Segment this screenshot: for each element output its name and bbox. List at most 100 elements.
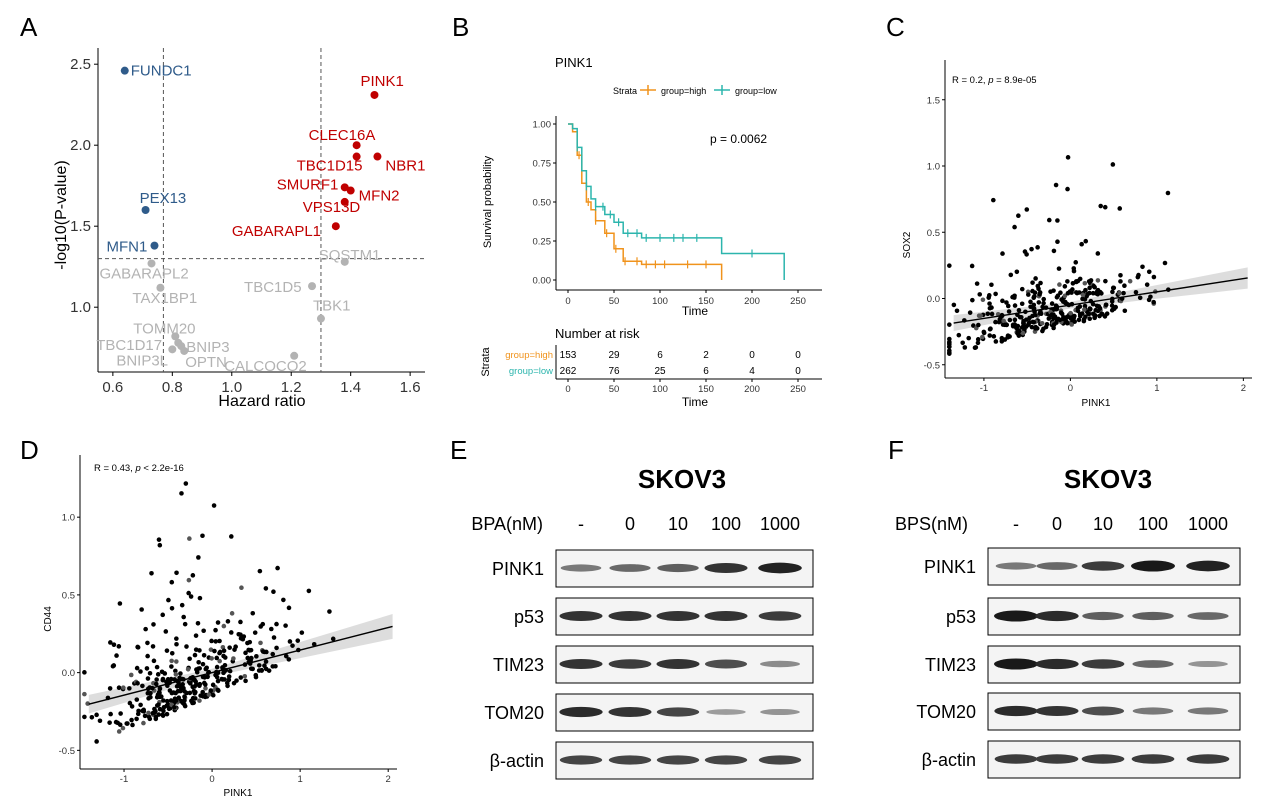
scatter-point: [129, 717, 134, 723]
points: FUNDC1 PEX13 MFN1 PINK1 CLEC16A TBC1D15 NBR1 SM…: [96, 63, 425, 375]
scatter-point: [975, 340, 981, 346]
protein-label-1: p53: [946, 607, 976, 627]
scatter-point: [141, 720, 146, 726]
scatter-point: [1012, 295, 1017, 300]
scatter-point: [1083, 287, 1088, 293]
scatter-point: [1137, 295, 1143, 301]
scatter-point: [226, 674, 232, 679]
scatter-point: [1098, 203, 1104, 209]
scatter-point: [975, 337, 981, 342]
point-label-tomm20: TOMM20: [133, 320, 195, 337]
scatter-point: [232, 647, 237, 652]
scatter-point: [1122, 308, 1128, 314]
scatter-point: [1103, 302, 1109, 308]
risk-high-50: 29: [608, 350, 620, 361]
confidence-band: [953, 267, 1248, 331]
band: [704, 755, 748, 765]
scatter-point: [1110, 162, 1116, 167]
scatter-point: [187, 656, 192, 662]
scatter-point: [143, 626, 148, 632]
protein-label-4: β-actin: [490, 751, 544, 771]
scatter-point: [1121, 290, 1126, 296]
risk-high-200: 0: [749, 350, 755, 361]
scatter-point: [1020, 330, 1026, 336]
blot-strip-2: [987, 645, 1241, 684]
scatter-point: [167, 688, 173, 693]
scatter-point: [1048, 289, 1053, 294]
band: [559, 706, 603, 718]
scatter-point: [173, 668, 178, 674]
scatter-point: [1007, 317, 1013, 323]
scatter-point: [185, 666, 191, 672]
scatter-point: [208, 688, 214, 693]
x-tick-label: -1: [120, 774, 128, 785]
panel-c-scatter-sox2: -1 0 1 2 -0.5 0.0 0.5 1.0 1.5 R = 0.2, p = 8.9e-…: [902, 60, 1252, 409]
scatter-point: [238, 619, 243, 625]
point-label-tbc1d5: TBC1D5: [244, 279, 302, 296]
scatter-point: [1056, 266, 1062, 271]
blot-strip-2: [555, 645, 814, 684]
scatter-point: [988, 326, 993, 332]
point-fundc1: [120, 66, 129, 75]
scatter-point: [135, 645, 141, 650]
lane-label-3: 100: [711, 514, 741, 534]
scatter-point: [151, 622, 156, 627]
scatter-point: [1055, 293, 1061, 299]
scatter-point: [1055, 239, 1060, 245]
scatter-point: [177, 675, 182, 681]
band: [704, 659, 748, 669]
scatter-point: [1122, 283, 1127, 288]
scatter-point: [290, 643, 295, 648]
x-tick-label: 1.4: [340, 379, 361, 396]
band: [559, 611, 603, 621]
scatter-point: [210, 682, 216, 688]
scatter-point: [140, 683, 145, 689]
risk-high-100: 6: [657, 350, 663, 361]
scatter-point: [154, 703, 160, 708]
point-label-tbk1: TBK1: [313, 298, 351, 315]
y-tick-label: 0.75: [533, 159, 552, 170]
scatter-point: [229, 534, 234, 539]
x-tick-label: 100: [652, 296, 668, 307]
scatter-point: [993, 319, 998, 325]
band: [759, 660, 801, 668]
scatter-point: [156, 690, 162, 695]
scatter-point: [147, 670, 153, 676]
survival-curve-high: [568, 123, 723, 280]
scatter-point: [1030, 280, 1035, 285]
band: [560, 564, 602, 572]
risk-high-0: 153: [560, 350, 577, 361]
band: [994, 658, 1038, 670]
y-axis-label: SOX2: [902, 231, 913, 258]
scatter-point: [1079, 241, 1084, 247]
scatter-point: [1057, 317, 1063, 323]
scatter-point: [977, 292, 983, 297]
y-tick-label: -0.5: [59, 746, 75, 757]
band: [1132, 707, 1174, 715]
blot-strip-1: [987, 597, 1241, 636]
scatter-point: [947, 263, 952, 268]
scatter-point: [1059, 297, 1064, 302]
scatter-point: [993, 339, 999, 344]
scatter-point: [1113, 304, 1118, 310]
scatter-point: [116, 644, 122, 649]
risk-low-0: 262: [560, 366, 577, 377]
x-axis-label: PINK1: [224, 788, 253, 799]
risk-table-title: Number at risk: [555, 326, 640, 341]
point-nbr1: [373, 152, 382, 161]
y-tick-label: 0.0: [927, 294, 940, 305]
scatter-point: [1118, 272, 1123, 278]
scatter-point: [1082, 280, 1088, 286]
treatment-label: BPS(nM): [895, 514, 968, 534]
scatter-point: [153, 681, 159, 687]
band: [559, 659, 603, 669]
scatter-point: [969, 263, 975, 269]
x-axis-label: Time: [682, 304, 709, 318]
scatter-point: [967, 310, 973, 315]
protein-label-1: p53: [514, 607, 544, 627]
band: [758, 562, 802, 574]
scatter-point: [1032, 294, 1037, 299]
band: [656, 707, 700, 717]
scatter-point: [1062, 293, 1068, 299]
band: [706, 709, 746, 715]
